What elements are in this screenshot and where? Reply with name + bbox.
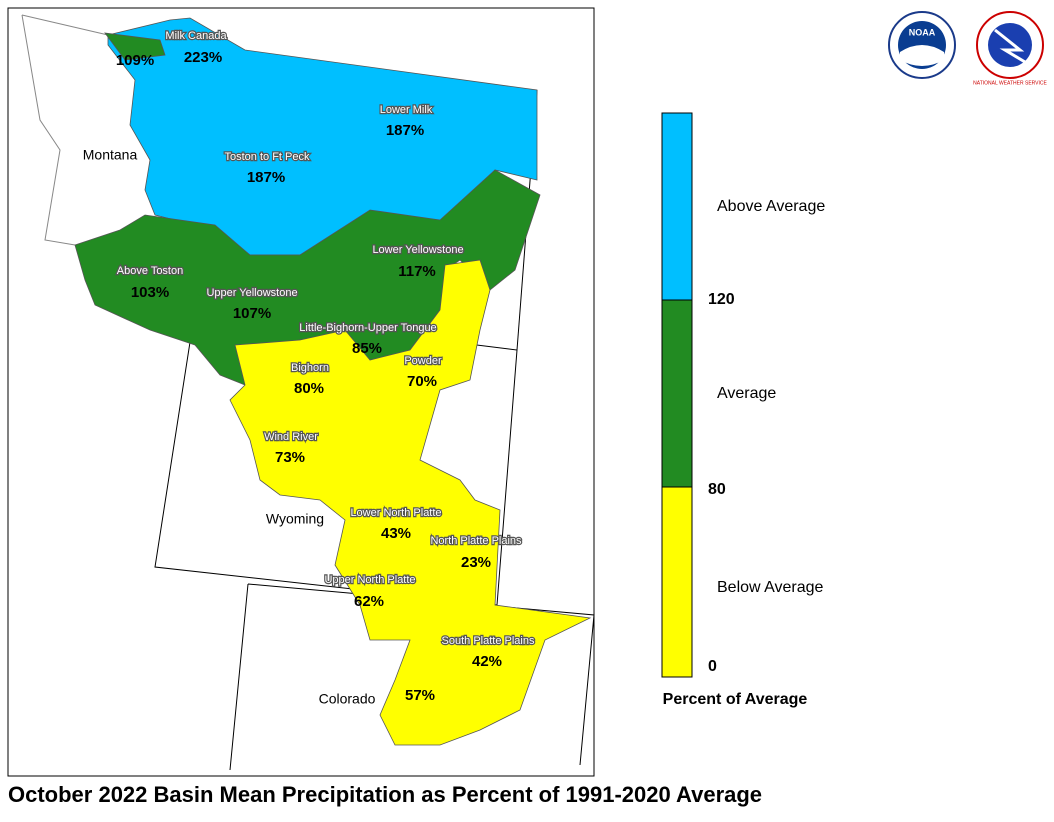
basins — [74, 17, 592, 746]
legend-swatch-below — [661, 486, 693, 678]
noaa-text: NOAA — [909, 27, 936, 37]
legend-tick: 0 — [708, 658, 717, 675]
legend-tick: 80 — [708, 481, 726, 498]
basin-name: South Platte Plains — [442, 635, 535, 647]
basin-name: Wind River — [264, 431, 318, 443]
basin-name: Bighorn — [291, 362, 329, 374]
state-label: Colorado — [319, 691, 376, 707]
basin-percent: 57% — [405, 687, 435, 704]
basin-name: North Platte Plains — [430, 535, 522, 547]
basin-percent: 62% — [354, 593, 384, 610]
basin-percent: 70% — [407, 373, 437, 390]
average-area-small — [104, 32, 166, 61]
basin-name: Above Toston — [117, 265, 183, 277]
legend-swatch-average — [661, 299, 693, 488]
legend-title: Percent of Average — [663, 691, 808, 708]
legend-tick: 120 — [708, 291, 735, 308]
below-average-area — [229, 259, 592, 746]
basin-percent: 107% — [233, 305, 271, 322]
map-labels: Montana Wyoming Colorado Milk Canada 223% 109… — [83, 29, 536, 707]
basin-name: Milk Canada — [165, 30, 227, 42]
basin-percent: 103% — [131, 284, 169, 301]
basin-percent: 73% — [275, 449, 305, 466]
basin-name: Powder — [404, 355, 442, 367]
basin-percent: 187% — [247, 169, 285, 186]
map-title: October 2022 Basin Mean Precipitation as… — [8, 782, 762, 807]
legend-category: Above Average — [717, 198, 825, 215]
nws-disc — [988, 23, 1032, 67]
basin-percent: 187% — [386, 122, 424, 139]
legend-category: Below Average — [717, 579, 824, 596]
state-label: Montana — [83, 147, 138, 163]
basin-name: Lower Milk — [380, 104, 433, 116]
basin-percent: 43% — [381, 525, 411, 542]
nws-bolt — [994, 28, 1026, 64]
basin-percent: 117% — [398, 263, 436, 280]
montana-west — [21, 14, 109, 246]
noaa-logo: NOAA — [888, 11, 956, 79]
legend-swatch-above — [661, 112, 693, 301]
nws-text: NATIONAL WEATHER SERVICE — [973, 80, 1047, 86]
basin-name: Upper North Platte — [324, 574, 415, 586]
basin-name: Toston to Ft Peck — [225, 151, 310, 163]
basin-name: Lower North Platte — [350, 507, 441, 519]
basin-name: Lower Yellowstone — [372, 244, 463, 256]
basin-name: Upper Yellowstone — [206, 287, 297, 299]
basin-percent: 42% — [472, 653, 502, 670]
basin-percent: 23% — [461, 554, 491, 571]
legend-category: Average — [717, 385, 776, 402]
basin-percent: 85% — [352, 340, 382, 357]
basin-name: Little-Bighorn-Upper Tongue — [299, 322, 436, 334]
basin-percent: 109% — [116, 52, 154, 69]
basin-percent: 223% — [184, 49, 222, 66]
state-label: Wyoming — [266, 511, 324, 527]
noaa-bird — [900, 45, 944, 66]
basin-percent: 80% — [294, 380, 324, 397]
nws-logo: NATIONAL WEATHER SERVICE — [973, 11, 1048, 86]
